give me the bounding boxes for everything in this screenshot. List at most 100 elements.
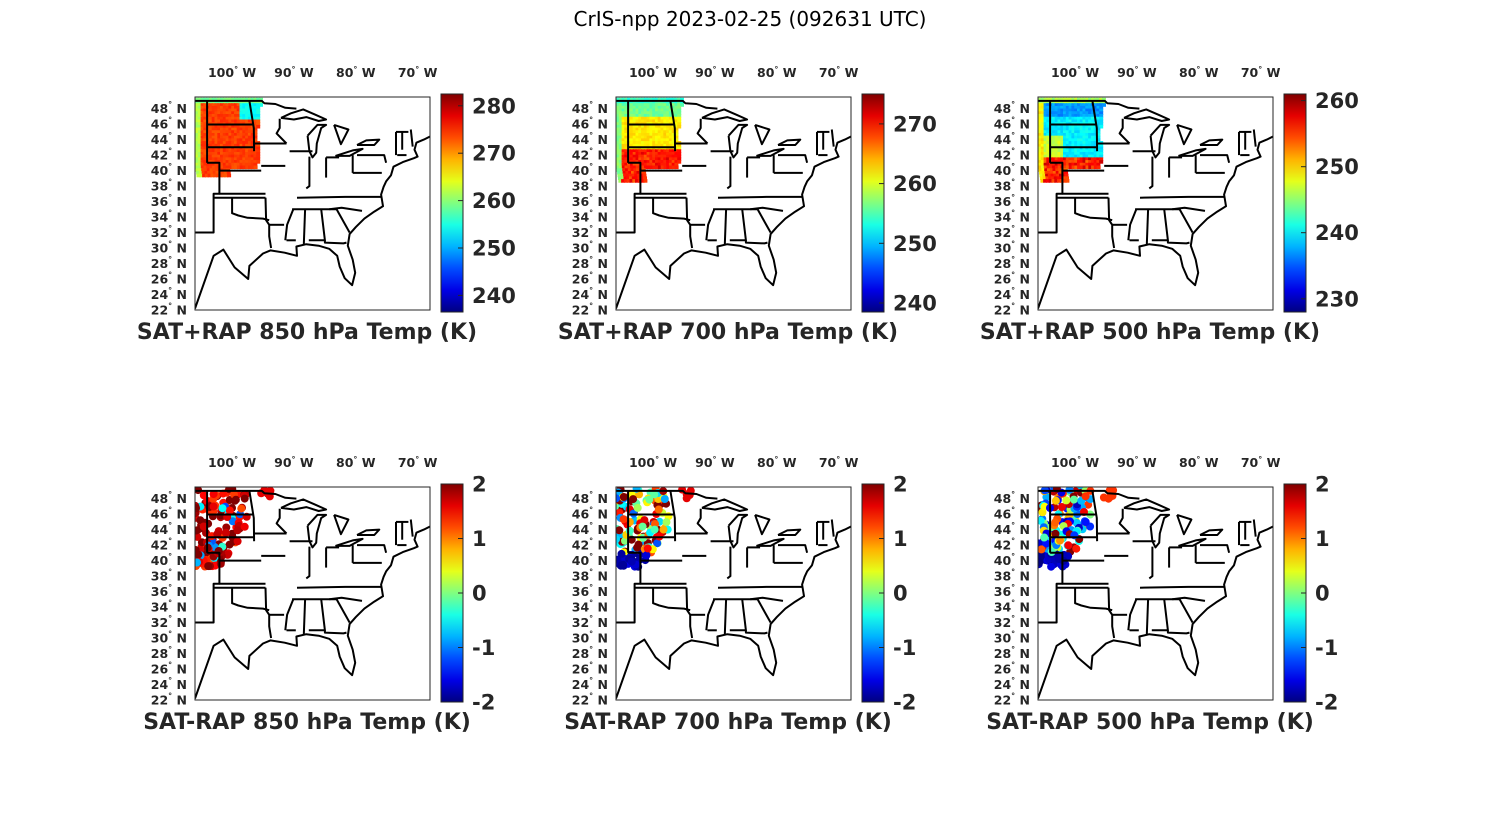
retrieval-cell — [213, 173, 218, 178]
retrieval-cell — [1063, 160, 1067, 164]
retrieval-cell — [1038, 114, 1042, 118]
retrieval-cell — [634, 173, 639, 178]
retrieval-cell — [1046, 146, 1051, 151]
retrieval-cell — [234, 100, 238, 105]
retrieval-cell — [1054, 108, 1059, 113]
retrieval-cell — [1091, 165, 1096, 170]
state-boundary — [302, 599, 307, 635]
retrieval-cell — [195, 160, 199, 164]
retrieval-cell — [1071, 111, 1076, 115]
difference-dot — [1038, 558, 1044, 567]
retrieval-cell — [652, 111, 657, 115]
retrieval-cell — [234, 135, 238, 140]
longitude-label: 100° W — [208, 65, 256, 80]
retrieval-cell — [225, 124, 230, 129]
retrieval-cell — [1050, 171, 1055, 175]
retrieval-cell — [1054, 165, 1059, 170]
retrieval-cell — [646, 97, 651, 102]
retrieval-cell — [253, 138, 258, 142]
retrieval-cell — [630, 165, 635, 170]
retrieval-cell — [643, 152, 648, 156]
retrieval-cell — [242, 103, 247, 107]
retrieval-cell — [655, 154, 659, 159]
retrieval-cell — [1038, 97, 1042, 102]
retrieval-cell — [1046, 162, 1051, 167]
retrieval-cell — [618, 130, 623, 134]
state-boundary — [830, 129, 835, 147]
great-lake-outline — [356, 138, 381, 146]
retrieval-cell — [1051, 124, 1056, 129]
retrieval-cell — [1090, 114, 1095, 118]
retrieval-cell — [624, 100, 629, 105]
retrieval-cell — [231, 154, 236, 159]
retrieval-cell — [1040, 116, 1045, 121]
retrieval-cell — [253, 119, 258, 124]
retrieval-cell — [1043, 165, 1048, 170]
retrieval-cell — [641, 111, 645, 115]
great-lake-outline — [335, 147, 364, 157]
retrieval-cell — [616, 133, 620, 137]
retrieval-cell — [1051, 130, 1056, 134]
retrieval-cell — [248, 165, 253, 170]
retrieval-cell — [1043, 146, 1048, 151]
panel-title: SAT-RAP 850 hPa Temp (K) — [143, 710, 471, 735]
retrieval-cell — [1088, 97, 1093, 102]
retrieval-cell — [635, 114, 640, 118]
retrieval-cell — [629, 149, 634, 153]
retrieval-cell — [624, 146, 629, 151]
retrieval-cell — [629, 135, 634, 140]
state-boundary — [717, 195, 803, 199]
retrieval-cell — [620, 173, 625, 178]
colorbar-tick-label: 260 — [1315, 89, 1359, 113]
retrieval-cell — [1068, 97, 1073, 102]
retrieval-cell — [214, 133, 219, 137]
difference-dot — [233, 537, 242, 546]
retrieval-cell — [203, 103, 208, 107]
retrieval-cell — [1057, 124, 1062, 129]
retrieval-cell — [660, 149, 665, 153]
retrieval-cell — [1099, 152, 1104, 156]
retrieval-cell — [646, 111, 651, 115]
retrieval-cell — [239, 138, 244, 142]
retrieval-cell — [220, 141, 224, 145]
retrieval-cell — [674, 154, 679, 159]
retrieval-cell — [1079, 162, 1084, 167]
retrieval-cell — [215, 168, 220, 172]
retrieval-cell — [655, 124, 659, 129]
retrieval-cell — [625, 173, 630, 178]
retrieval-cell — [1090, 149, 1095, 153]
retrieval-cell — [1077, 133, 1081, 137]
colorbar-tick-label: 230 — [1315, 287, 1359, 311]
retrieval-cell — [1063, 138, 1067, 142]
colorbar-tick-label: 1 — [472, 527, 487, 551]
retrieval-cell — [668, 143, 673, 148]
map-svg: 100° W 90° W 80° W 70° W48° N46° N44° N42° … — [572, 65, 937, 318]
retrieval-cell — [209, 168, 214, 172]
retrieval-cell — [242, 108, 247, 113]
state-boundary — [335, 598, 351, 623]
latitude-label: 38° N — [994, 568, 1030, 584]
retrieval-cell — [1085, 116, 1090, 121]
retrieval-cell — [234, 130, 238, 134]
retrieval-cell — [621, 97, 626, 102]
retrieval-cell — [256, 154, 261, 159]
retrieval-cell — [666, 124, 671, 129]
latitude-label: 48° N — [572, 100, 608, 116]
retrieval-cell — [1088, 108, 1093, 113]
retrieval-cell — [236, 138, 241, 142]
retrieval-cell — [1088, 116, 1093, 121]
state-boundary — [756, 208, 772, 233]
state-boundary — [1107, 197, 1116, 249]
coastline — [1038, 525, 1273, 699]
retrieval-cell — [236, 116, 241, 121]
retrieval-cell — [1063, 141, 1067, 145]
great-lake-outline — [701, 108, 749, 122]
retrieval-cell — [1077, 149, 1081, 153]
retrieval-cell — [1043, 114, 1048, 118]
retrieval-cell — [663, 97, 668, 102]
retrieval-cell — [208, 143, 213, 148]
retrieval-cell — [643, 103, 648, 107]
latitude-label: 44° N — [994, 131, 1030, 147]
retrieval-cell — [250, 127, 255, 132]
retrieval-cell — [616, 152, 620, 156]
